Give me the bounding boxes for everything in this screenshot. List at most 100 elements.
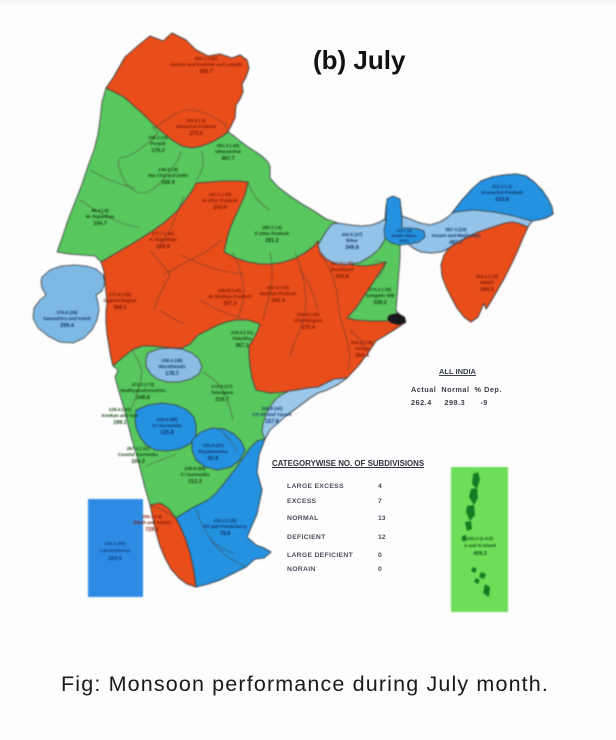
svg-text:Lakshadweep: Lakshadweep <box>100 548 130 553</box>
svg-text:Gangetic WB: Gangetic WB <box>366 293 395 298</box>
svg-text:208.9 (84): 208.9 (84) <box>185 466 206 471</box>
svg-text:E. Rajasthan: E. Rajasthan <box>149 237 177 242</box>
svg-text:Chhattisgarh: Chhattisgarh <box>294 318 323 323</box>
svg-text:Himachal Pradesh: Himachal Pradesh <box>176 124 216 129</box>
svg-text:204.8 (-26): 204.8 (-26) <box>297 312 320 317</box>
svg-text:443.1 (9): 443.1 (9) <box>396 229 412 233</box>
svg-text:Uttaranchal: Uttaranchal <box>215 149 240 154</box>
svg-text:Madhya Pradesh: Madhya Pradesh <box>260 291 297 296</box>
svg-text:512.3 (-2): 512.3 (-2) <box>492 184 512 189</box>
svg-text:284.5: 284.5 <box>108 556 122 562</box>
svg-text:388.1: 388.1 <box>113 305 127 311</box>
svg-text:243.9: 243.9 <box>213 205 227 211</box>
svg-text:148.3 (-8): 148.3 (-8) <box>158 167 178 172</box>
svg-text:176.2: 176.2 <box>151 148 165 154</box>
svg-text:Saurashtra and Kutch: Saurashtra and Kutch <box>43 316 91 321</box>
svg-text:Arunachal Pradesh: Arunachal Pradesh <box>481 190 523 195</box>
svg-text:98.4 (-6): 98.4 (-6) <box>91 208 109 213</box>
svg-text:467.7: 467.7 <box>221 156 235 162</box>
svg-text:Vidarbha: Vidarbha <box>232 336 252 341</box>
svg-text:78.8: 78.8 <box>220 531 231 537</box>
svg-text:A and N Island: A and N Island <box>464 543 496 548</box>
svg-text:265.1 (-6): 265.1 (-6) <box>262 225 282 230</box>
svg-text:366.1 (-50): 366.1 (-50) <box>195 56 218 61</box>
svg-text:Punjab: Punjab <box>150 141 166 146</box>
svg-text:202.8 (-41): 202.8 (-41) <box>267 285 290 290</box>
svg-text:272.2 (-73): 272.2 (-73) <box>132 382 155 387</box>
svg-text:342.4: 342.4 <box>271 298 285 304</box>
svg-text:Har Chd and Delhi: Har Chd and Delhi <box>148 173 188 178</box>
svg-text:349.8: 349.8 <box>345 245 359 251</box>
svg-text:W. Rajasthan: W. Rajasthan <box>86 214 115 219</box>
svg-text:156.9: 156.9 <box>161 180 175 186</box>
svg-text:109.3: 109.3 <box>131 459 145 465</box>
svg-text:SHWB Sikkim: SHWB Sikkim <box>392 234 418 238</box>
svg-text:231.2 (-29): 231.2 (-29) <box>214 518 237 523</box>
svg-text:235.8 (47): 235.8 (47) <box>203 443 224 448</box>
svg-text:Rayalaseema: Rayalaseema <box>198 449 228 454</box>
svg-text:104.7: 104.7 <box>93 221 107 227</box>
svg-text:Gujarat Region: Gujarat Region <box>104 298 137 303</box>
svg-text:379.8 (28): 379.8 (28) <box>57 310 78 315</box>
svg-text:405.9: 405.9 <box>399 239 409 243</box>
svg-text:274.3 (-18): 274.3 (-18) <box>369 287 392 292</box>
svg-text:342.2 (a 9.9): 342.2 (a 9.9) <box>467 536 494 541</box>
svg-text:364.4: 364.4 <box>355 353 369 359</box>
svg-text:443.5 (27): 443.5 (27) <box>342 232 363 237</box>
svg-text:267.3: 267.3 <box>223 301 237 307</box>
svg-text:166.2 (-6): 166.2 (-6) <box>148 135 168 140</box>
svg-text:220.8 (40): 220.8 (40) <box>262 406 283 411</box>
svg-text:267.5 (-25): 267.5 (-25) <box>331 261 354 266</box>
svg-text:409.3: 409.3 <box>473 551 487 557</box>
svg-text:W. Madhya Pradesh: W. Madhya Pradesh <box>208 294 251 299</box>
svg-text:Assam and Meghalaya: Assam and Meghalaya <box>431 233 481 238</box>
svg-text:487.7: 487.7 <box>449 240 463 246</box>
svg-text:128.4 (-42): 128.4 (-42) <box>109 407 132 412</box>
svg-text:254.2 (-18): 254.2 (-18) <box>476 274 499 279</box>
svg-text:Bihar: Bihar <box>346 238 358 243</box>
svg-text:Jharkhand: Jharkhand <box>330 267 353 272</box>
svg-text:Jammu and Kashmir and Ladakh: Jammu and Kashmir and Ladakh <box>170 62 242 67</box>
svg-text:92.8: 92.8 <box>208 456 219 462</box>
svg-text:249.8: 249.8 <box>136 395 150 401</box>
svg-text:199.1: 199.1 <box>113 420 127 426</box>
svg-text:328.2: 328.2 <box>373 300 387 306</box>
svg-text:208.4 (38): 208.4 (38) <box>162 358 183 363</box>
svg-text:344.3: 344.3 <box>480 287 494 293</box>
svg-text:(48.8) (-42): (48.8) (-42) <box>219 288 242 293</box>
svg-text:178.7: 178.7 <box>165 371 179 377</box>
svg-text:729.1: 729.1 <box>145 527 159 533</box>
svg-text:205.8 (85): 205.8 (85) <box>157 417 178 422</box>
svg-text:365.7: 365.7 <box>199 69 213 75</box>
svg-text:273.0: 273.0 <box>189 131 203 137</box>
svg-text:Marathwada: Marathwada <box>159 364 186 369</box>
svg-text:294.3 (-4): 294.3 (-4) <box>142 514 162 519</box>
svg-text:Telangana: Telangana <box>211 390 234 395</box>
svg-text:W Uttar Pradesh: W Uttar Pradesh <box>202 198 238 203</box>
svg-text:125.8: 125.8 <box>160 430 174 436</box>
svg-text:177.7 (-44): 177.7 (-44) <box>152 231 175 236</box>
svg-text:367.1: 367.1 <box>235 343 249 349</box>
svg-text:272.8 (17): 272.8 (17) <box>212 384 233 389</box>
svg-text:281.2: 281.2 <box>265 238 279 244</box>
svg-text:265.8 (-3): 265.8 (-3) <box>186 118 206 123</box>
svg-text:234.4 (-11): 234.4 (-11) <box>231 330 254 335</box>
svg-text:157.8: 157.8 <box>265 419 279 425</box>
svg-text:299.4: 299.4 <box>60 323 74 329</box>
svg-text:E Uttar Pradesh: E Uttar Pradesh <box>255 231 290 236</box>
svg-text:267.4 (-22): 267.4 (-22) <box>127 446 150 451</box>
svg-text:TN and Pondicherry: TN and Pondicherry <box>203 524 247 529</box>
svg-text:NMMT: NMMT <box>480 280 494 285</box>
svg-text:N I Karnataka: N I Karnataka <box>152 423 182 428</box>
svg-text:261.3 (-44): 261.3 (-44) <box>217 143 240 148</box>
svg-text:CS AP and Yanam: CS AP and Yanam <box>252 412 291 417</box>
svg-text:234.2 (-36): 234.2 (-36) <box>351 340 374 345</box>
svg-text:Madhyamaharashtra: Madhyamaharashtra <box>121 388 166 393</box>
svg-text:Coastal Karnataka: Coastal Karnataka <box>118 452 159 457</box>
svg-text:587.3 (23): 587.3 (23) <box>446 227 467 232</box>
svg-text:355.8: 355.8 <box>335 274 349 280</box>
svg-text:235.1 (80): 235.1 (80) <box>105 541 126 546</box>
svg-text:162.1 (-33): 162.1 (-33) <box>209 192 232 197</box>
svg-text:318.8: 318.8 <box>156 244 170 250</box>
svg-text:171.8 (-56): 171.8 (-56) <box>109 292 132 297</box>
